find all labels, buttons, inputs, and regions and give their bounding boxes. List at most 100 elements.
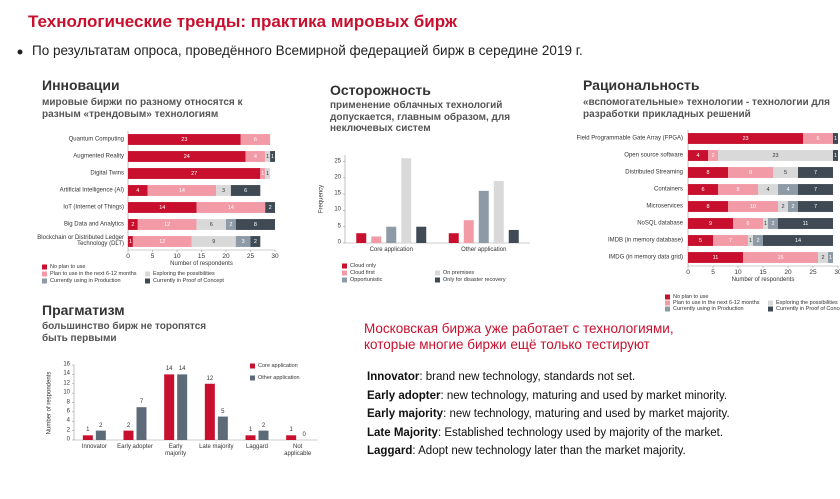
y-tick-label: 12 bbox=[63, 380, 70, 387]
x-tick-label: 25 bbox=[809, 269, 817, 276]
x-tick-label: 5 bbox=[711, 269, 715, 276]
x-tick-label: Early adopter bbox=[117, 444, 153, 450]
bar-segment bbox=[778, 218, 833, 229]
bar-segment bbox=[788, 201, 798, 212]
data-label: 9 bbox=[212, 238, 216, 245]
legend-label: Cloud only bbox=[350, 262, 376, 269]
data-label: 23 bbox=[772, 152, 779, 159]
legend-swatch bbox=[342, 263, 347, 269]
bar-segment bbox=[128, 202, 197, 213]
bar-segment bbox=[728, 167, 773, 178]
bar-segment bbox=[743, 252, 818, 263]
bar-segment bbox=[196, 202, 266, 213]
x-tick-label: Other application bbox=[461, 247, 507, 253]
bar bbox=[356, 233, 367, 243]
data-label: 2 bbox=[261, 422, 266, 429]
definition: Early adopter: new technology, maturing … bbox=[367, 390, 727, 403]
data-label: 2 bbox=[771, 220, 775, 227]
bar-segment bbox=[798, 201, 833, 212]
data-label: 4 bbox=[136, 187, 140, 194]
legend-swatch bbox=[665, 294, 670, 300]
data-label: 2 bbox=[791, 203, 795, 210]
bar-segment bbox=[688, 167, 728, 178]
bar-segment bbox=[688, 201, 728, 212]
definition-text: : Adopt new technology later than the ma… bbox=[412, 445, 686, 457]
legend-label: Plan to use in the next 6-12 months bbox=[673, 299, 760, 306]
data-label: 1 bbox=[271, 153, 275, 160]
y-tick-label: Artificial Intelligence (AI) bbox=[59, 187, 124, 194]
bar-segment bbox=[688, 252, 743, 263]
data-label: 1 bbox=[86, 427, 90, 434]
bar bbox=[401, 158, 412, 243]
data-label: 1 bbox=[266, 170, 270, 177]
bar-segment bbox=[728, 201, 778, 212]
x-tick-label: Not applicable bbox=[284, 444, 312, 457]
bar-segment bbox=[128, 219, 138, 230]
bar-segment bbox=[235, 219, 275, 230]
x-tick-label: Early majority bbox=[165, 444, 187, 457]
legend-swatch bbox=[42, 264, 47, 270]
data-label: 2 bbox=[253, 238, 257, 245]
chart-heading: Прагматизм bbox=[42, 302, 125, 318]
bar-segment bbox=[265, 202, 275, 213]
bar-segment bbox=[778, 201, 788, 212]
y-tick-label: 0 bbox=[337, 239, 341, 246]
y-tick-label: 10 bbox=[63, 389, 70, 396]
x-tick-label: 20 bbox=[784, 269, 792, 276]
definition-text: : brand new technology, standards not se… bbox=[419, 371, 636, 383]
legend-label: No plan to use bbox=[50, 263, 86, 270]
x-tick-label: 20 bbox=[222, 253, 230, 260]
bar-segment bbox=[733, 218, 763, 229]
legend-swatch bbox=[665, 300, 670, 306]
data-label: 2 bbox=[229, 221, 233, 228]
data-label: 0 bbox=[302, 432, 306, 439]
data-label: 2 bbox=[781, 203, 785, 210]
data-label: 7 bbox=[813, 186, 818, 193]
bar bbox=[177, 374, 188, 440]
x-tick-label: 30 bbox=[271, 253, 279, 260]
y-tick-label: 0 bbox=[66, 436, 70, 443]
y-tick-label: 8 bbox=[66, 399, 70, 406]
definition-term: Laggard bbox=[367, 445, 413, 457]
data-label: 6 bbox=[209, 221, 213, 228]
data-label: 12 bbox=[164, 221, 171, 228]
data-label: 24 bbox=[183, 153, 190, 160]
x-tick-label: 5 bbox=[150, 253, 155, 260]
y-tick-label: 10 bbox=[334, 206, 341, 213]
legend-swatch bbox=[768, 306, 773, 312]
legend-label: Currently in Proof of Concept bbox=[776, 305, 840, 312]
y-tick-label: Blockchain or Distributed Ledger Technol… bbox=[37, 234, 124, 248]
bar bbox=[123, 430, 134, 440]
data-label: 6 bbox=[746, 220, 750, 227]
data-label: 3 bbox=[222, 187, 226, 194]
data-label: 11 bbox=[802, 220, 809, 227]
data-label: 6 bbox=[253, 136, 257, 143]
data-label: 1 bbox=[248, 427, 253, 434]
bar-segment bbox=[265, 168, 271, 179]
bar-segment bbox=[803, 133, 833, 144]
data-label: 2 bbox=[821, 254, 825, 261]
bar bbox=[258, 430, 269, 440]
chart-heading: Рациональность bbox=[583, 77, 700, 93]
legend-swatch bbox=[768, 300, 773, 306]
data-label: 15 bbox=[777, 254, 784, 261]
data-label: 12 bbox=[159, 238, 166, 245]
bar bbox=[371, 236, 382, 243]
legend-swatch bbox=[342, 270, 347, 276]
legend-swatch bbox=[435, 277, 440, 283]
slide-title: Технологические тренды: практика мировых… bbox=[28, 12, 457, 31]
data-label: 7 bbox=[139, 399, 144, 406]
data-label: 2 bbox=[131, 221, 135, 228]
legend-label: Currently using in Production bbox=[673, 305, 744, 312]
data-label: 1 bbox=[833, 135, 838, 142]
bullet-text: По результатам опроса, проведённого Всем… bbox=[32, 43, 583, 58]
data-label: 2 bbox=[711, 152, 715, 159]
bar-segment bbox=[758, 184, 778, 195]
y-tick-label: Containers bbox=[653, 186, 683, 193]
data-label: 1 bbox=[833, 152, 838, 159]
bar-segment bbox=[763, 235, 833, 246]
data-label: 1 bbox=[261, 170, 265, 177]
bar-segment bbox=[718, 184, 758, 195]
legend-label: Exploring the possibilities bbox=[776, 299, 838, 306]
